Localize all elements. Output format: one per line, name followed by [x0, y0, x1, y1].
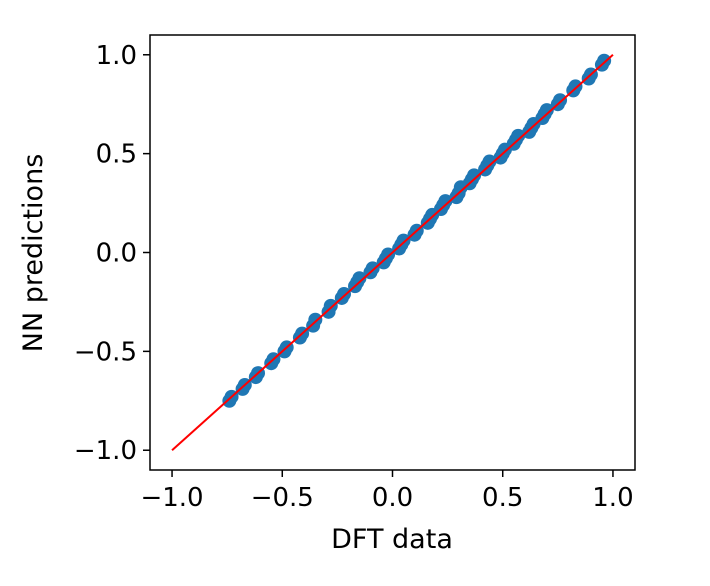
data-point [365, 261, 380, 276]
x-axis: −1.0 −0.5 0.0 0.5 1.0 [140, 470, 634, 513]
y-tick-label: 0.5 [96, 140, 137, 170]
data-point [396, 233, 411, 248]
x-tick-label: −1.0 [140, 483, 203, 513]
data-point [553, 93, 568, 108]
y-tick-label: 1.0 [96, 41, 137, 71]
data-point [467, 168, 482, 183]
reference-line [171, 54, 614, 451]
x-tick-label: 1.0 [592, 483, 633, 513]
marks-layer [171, 53, 614, 451]
data-point [568, 79, 583, 94]
data-point [438, 194, 453, 209]
y-tick-label: −0.5 [74, 337, 137, 367]
data-point [511, 128, 526, 143]
y-tick-label: 0.0 [96, 239, 137, 269]
data-point [352, 271, 367, 286]
x-tick-label: 0.5 [482, 483, 523, 513]
x-tick-label: −0.5 [251, 483, 314, 513]
data-point [337, 287, 351, 302]
y-axis-label: NN predictions [18, 154, 49, 353]
data-point [381, 247, 396, 262]
data-point [308, 312, 323, 327]
data-point [597, 53, 612, 68]
x-tick-label: 0.0 [372, 483, 413, 513]
data-point [323, 298, 338, 313]
x-axis-label: DFT data [331, 524, 453, 555]
data-point [539, 103, 554, 118]
y-axis: −1.0 −0.5 0.0 0.5 1.0 [74, 41, 150, 466]
data-point [482, 154, 497, 169]
y-tick-label: −1.0 [74, 436, 137, 466]
